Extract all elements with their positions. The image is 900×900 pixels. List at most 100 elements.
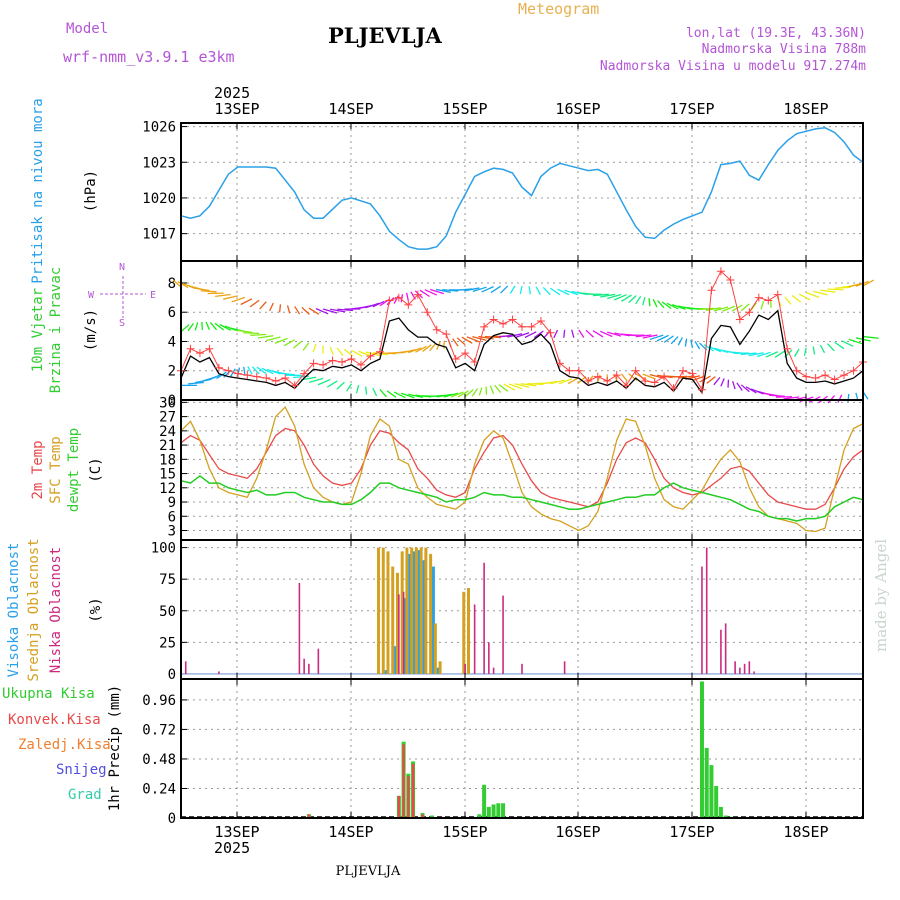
wind-gust-marker	[356, 360, 365, 369]
cloud-bar	[748, 661, 751, 674]
wind-gust-marker	[366, 352, 375, 361]
wind-arrow	[336, 381, 345, 390]
wind-arrow	[592, 293, 609, 297]
wind-arrow	[834, 341, 845, 350]
cloud-bar	[303, 658, 305, 674]
wind-arrow	[346, 383, 353, 392]
dir-legend-n: N	[119, 262, 125, 273]
cloud-bar	[414, 547, 418, 674]
precip-total-bar	[704, 747, 709, 818]
wind-arrow	[670, 336, 679, 345]
wind-arrow	[812, 346, 816, 355]
wind-arrow	[216, 371, 227, 380]
cloud-bar	[218, 671, 220, 674]
wind-arrow	[408, 347, 422, 354]
wind-gust-marker	[480, 322, 489, 331]
wind-arrow	[657, 300, 665, 309]
wind-arrow	[620, 373, 628, 382]
wind-arrow	[656, 334, 669, 342]
wind-arrow	[400, 294, 404, 303]
wind-arrow	[722, 305, 736, 312]
wind-arrow	[803, 347, 807, 356]
cloud-bar	[398, 594, 400, 674]
y-tick-label: 0.24	[142, 781, 176, 797]
wind-arrow	[635, 334, 652, 338]
precip-total-bar	[699, 681, 704, 818]
wind-arrow	[172, 279, 182, 288]
wind-arrow	[259, 301, 267, 310]
watermark: made by Angel	[872, 539, 890, 652]
dir-legend-s: S	[119, 318, 125, 329]
cloud-bar	[431, 566, 435, 674]
wind-arrow	[219, 323, 232, 331]
wind-gust-marker	[375, 347, 384, 356]
wind-gust-marker	[546, 328, 555, 337]
wind-gust-marker	[499, 319, 508, 328]
precip-conv-bar	[421, 814, 424, 818]
y-tick-label: 24	[159, 424, 176, 440]
wind-gust-marker	[764, 296, 773, 305]
wind-arrow	[415, 345, 427, 353]
wind-arrow	[247, 366, 253, 375]
wind-gust-marker	[300, 369, 309, 378]
cloud-bar	[377, 547, 381, 674]
model-name: wrf-nmm_v3.9.1 e3km	[63, 48, 235, 66]
wind-arrow	[457, 390, 469, 398]
wind-arrow	[312, 343, 317, 353]
wind-arrow	[642, 334, 658, 339]
cloud-bar	[563, 661, 566, 674]
wind-arrow	[567, 377, 580, 385]
wind-arrow	[294, 306, 301, 315]
wind-gust-marker	[811, 374, 820, 383]
wind-arrow	[422, 344, 432, 353]
wind-arrow	[520, 383, 537, 387]
wind-units: (m/s)	[83, 309, 99, 351]
wind-gust-marker	[442, 330, 451, 339]
wind-arrow	[793, 348, 800, 357]
wind-arrow	[326, 380, 338, 388]
cloud-bar	[705, 547, 708, 674]
wind-arrow	[652, 299, 658, 308]
wind-arrow	[355, 385, 360, 394]
wind-arrow	[283, 339, 295, 347]
wind-arrow	[813, 290, 828, 296]
wind-gust-marker	[802, 372, 811, 381]
day-label-top: 13SEP	[214, 100, 259, 118]
wind-gust-marker	[423, 308, 432, 317]
wind-arrow	[188, 381, 204, 385]
wind-arrow	[393, 295, 399, 304]
cloud-bar	[429, 553, 433, 674]
cloud-bar	[701, 566, 703, 674]
wind-arrow	[278, 304, 282, 313]
wind-arrow	[848, 338, 863, 345]
wind-arrow	[740, 352, 757, 356]
day-label-top: 16SEP	[555, 100, 600, 118]
temp-units: (C)	[88, 457, 104, 482]
wind-arrow	[372, 387, 378, 397]
altitude-text: Nadmorska Visina 788m	[702, 42, 867, 57]
wind-arrow	[286, 305, 291, 314]
wind-arrow	[372, 351, 389, 356]
y-tick-label: 100	[151, 541, 176, 557]
precip-conv-bar	[402, 744, 405, 818]
wind-gust-marker	[518, 322, 526, 331]
wind-gust-marker	[432, 325, 441, 334]
wind-gust-marker	[603, 376, 612, 385]
dir-legend-w: W	[88, 290, 95, 301]
wind-arrow	[621, 294, 632, 302]
wind-arrow	[720, 378, 725, 387]
temp-ylabel-dewpt: dewpt Temp	[66, 428, 82, 512]
wind-gust-marker	[783, 344, 792, 353]
cloud-ylabel-low: Niska Oblacnost	[48, 547, 64, 673]
wind-arrow	[765, 351, 779, 358]
wind-gust-marker	[290, 381, 299, 390]
cloud-bar	[386, 551, 390, 674]
wind-arrow	[736, 382, 743, 391]
cloud-bar	[298, 582, 301, 674]
y-tick-label: 25	[159, 635, 176, 651]
meteogram-label: Meteogram	[518, 0, 599, 18]
wind-arrow	[249, 299, 260, 308]
precip-total-bar	[491, 804, 496, 818]
precip-total-bar	[709, 765, 714, 818]
